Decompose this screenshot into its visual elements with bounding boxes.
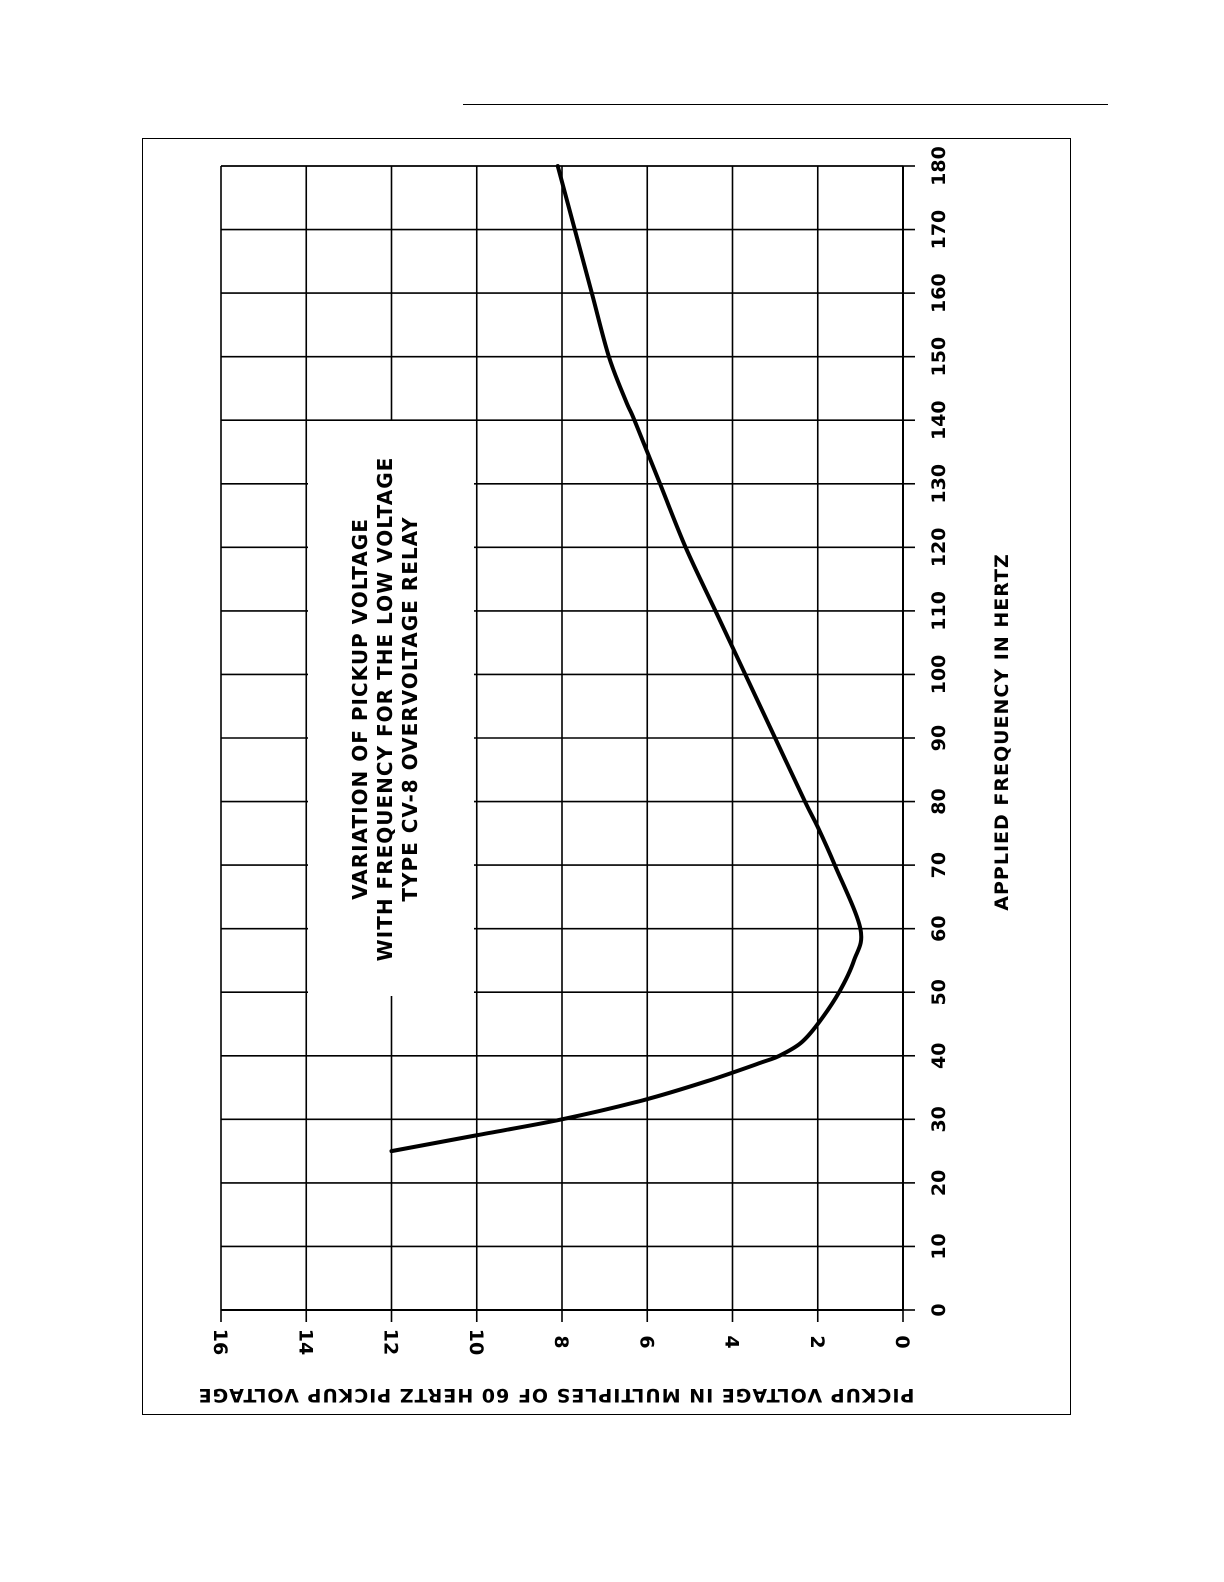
x-tick-label: 50: [928, 979, 950, 1005]
x-tick-label: 160: [928, 273, 950, 313]
chart-frame: VARIATION OF PICKUP VOLTAGE WITH FREQUEN…: [142, 138, 1071, 1415]
series-layer: [389, 164, 864, 1154]
x-tick-label: 150: [928, 337, 950, 377]
x-tick-label: 180: [928, 146, 950, 186]
y-axis-title: PICKUP VOLTAGE IN MULTIPLES OF 60 HERTZ …: [198, 1384, 915, 1406]
x-tick-label: 60: [928, 915, 950, 941]
x-axis-title: APPLIED FREQUENCY IN HERTZ: [991, 553, 1013, 910]
annotation-line-3: TYPE CV-8 OVERVOLTAGE RELAY: [398, 516, 422, 901]
chart-svg: VARIATION OF PICKUP VOLTAGE WITH FREQUEN…: [198, 146, 1013, 1406]
y-tick-label: 2: [806, 1335, 828, 1348]
x-tick-label: 20: [928, 1170, 950, 1196]
annotation-box: VARIATION OF PICKUP VOLTAGE WITH FREQUEN…: [308, 421, 474, 996]
x-tick-label: 70: [928, 852, 950, 878]
x-tick-label: 30: [928, 1106, 950, 1132]
y-tick-label: 10: [465, 1329, 487, 1355]
y-tick-label: 6: [635, 1335, 657, 1348]
x-tick-label: 120: [928, 527, 950, 567]
y-tick-label: 16: [209, 1329, 231, 1355]
x-tick-label: 130: [928, 464, 950, 504]
x-tick-label: 0: [928, 1303, 950, 1316]
x-tick-label: 10: [928, 1233, 950, 1259]
x-tick-label: 140: [928, 400, 950, 440]
x-tick-label: 40: [928, 1043, 950, 1069]
x-tick-label: 100: [928, 655, 950, 695]
annotation-background: [308, 421, 474, 996]
annotation-line-2: WITH FREQUENCY FOR THE LOW VOLTAGE: [373, 457, 397, 962]
header-rule: [463, 104, 1108, 105]
x-tick-label: 90: [928, 725, 950, 751]
y-tick-label: 4: [721, 1335, 743, 1348]
y-tick-label: 8: [550, 1335, 572, 1348]
y-tick-label: 0: [891, 1335, 913, 1348]
axis-layer: [220, 165, 915, 1322]
y-tick-label: 12: [380, 1329, 402, 1355]
annotation-line-1: VARIATION OF PICKUP VOLTAGE: [348, 518, 372, 900]
x-tick-label: 80: [928, 788, 950, 814]
tick-labels-layer: 0102030405060708090100110120130140150160…: [209, 146, 950, 1355]
pickup-voltage-curve: [389, 164, 864, 1154]
y-tick-label: 14: [294, 1329, 316, 1355]
x-tick-label: 110: [928, 591, 950, 631]
x-tick-label: 170: [928, 210, 950, 250]
